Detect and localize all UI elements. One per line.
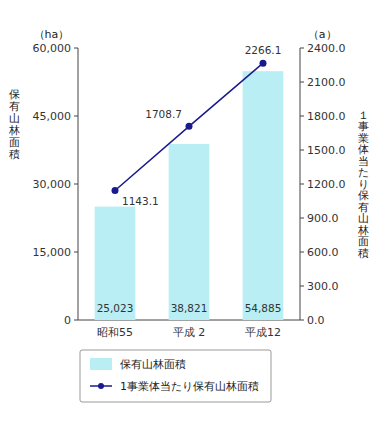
y2-tick-label: 300.0	[307, 280, 339, 293]
bar	[95, 207, 136, 320]
y-tick-label: 15,000	[33, 246, 72, 259]
y2-tick	[300, 218, 304, 219]
y2-tick-label: 1500.0	[307, 144, 346, 157]
line-marker	[112, 187, 119, 194]
y-tick	[74, 116, 78, 117]
y2-tick-label: 2100.0	[307, 76, 346, 89]
legend-label: 1事業体当たり保有山林面積	[120, 380, 259, 393]
line-label: 1143.1	[122, 195, 159, 207]
line-label: 2266.1	[245, 44, 282, 56]
y2-axis-unit: （a）	[308, 28, 337, 41]
y-tick-label: 30,000	[33, 178, 72, 191]
y-tick	[74, 48, 78, 49]
y-tick	[74, 252, 78, 253]
y2-tick	[300, 48, 304, 49]
line-marker	[260, 60, 267, 67]
y2-tick-label: 1200.0	[307, 178, 346, 191]
y2-tick	[300, 184, 304, 185]
y2-tick-label: 0.0	[307, 314, 325, 327]
line	[115, 63, 263, 190]
y2-tick-label: 2400.0	[307, 42, 346, 55]
y2-tick	[300, 150, 304, 151]
axes: 0 15,000 30,000 45,000 60,000 0.0 300.0 600.0 90…	[33, 42, 346, 340]
legend-marker	[98, 383, 104, 389]
y2-axis-label: １事業体当たり保有山林面積	[357, 109, 369, 260]
data-labels: 25,023 38,821 54,885 1143.1 1708.7 2266.1	[97, 44, 282, 314]
legend-frame	[80, 350, 271, 402]
x-tick-label: 平成12	[245, 326, 281, 339]
line-marker	[186, 123, 193, 130]
line-label: 1708.7	[145, 108, 182, 120]
bar	[243, 71, 284, 320]
label-line: 積	[9, 148, 20, 161]
y-tick	[74, 320, 78, 321]
plot-area	[95, 60, 284, 320]
legend: 保有山林面積 1事業体当たり保有山林面積	[80, 350, 271, 402]
label-line: 積	[358, 247, 369, 260]
y2-tick	[300, 252, 304, 253]
bar-label: 38,821	[171, 302, 208, 314]
y2-tick-label: 600.0	[307, 246, 339, 259]
bar-label: 54,885	[245, 302, 282, 314]
bar	[169, 144, 210, 320]
y-tick-label: 0	[64, 314, 71, 327]
y2-tick	[300, 286, 304, 287]
y-tick	[74, 184, 78, 185]
y2-tick-label: 900.0	[307, 212, 339, 225]
x-tick-label: 平成 2	[173, 326, 206, 339]
bar-label: 25,023	[97, 302, 134, 314]
legend-label: 保有山林面積	[120, 358, 186, 371]
x-tick-label: 昭和55	[97, 326, 133, 339]
y-tick-label: 45,000	[33, 110, 72, 123]
y-tick-label: 60,000	[33, 42, 72, 55]
y2-tick	[300, 116, 304, 117]
y-axis-label: 保有山林面積	[8, 88, 20, 161]
y-axis-unit: （ha）	[34, 28, 70, 41]
y2-tick	[300, 320, 304, 321]
legend-swatch	[90, 358, 112, 370]
y2-tick-label: 1800.0	[307, 110, 346, 123]
y2-tick	[300, 82, 304, 83]
chart: 0 15,000 30,000 45,000 60,000 0.0 300.0 600.0 90…	[0, 0, 381, 430]
